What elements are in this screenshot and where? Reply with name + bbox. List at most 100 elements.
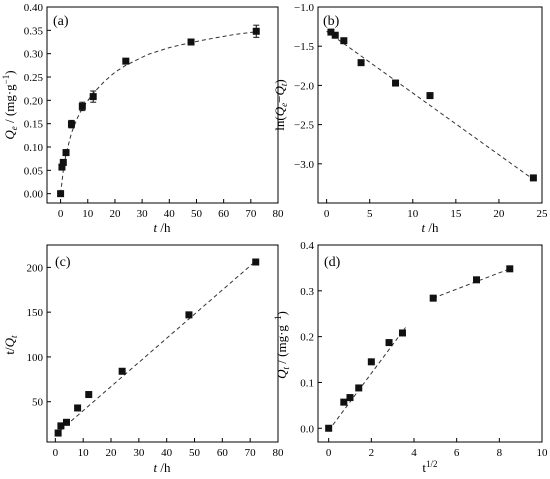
- x-tick-label: 70: [245, 447, 257, 459]
- data-point: [367, 358, 375, 366]
- x-tick-label: 30: [133, 447, 145, 459]
- x-tick-label: 50: [189, 447, 201, 459]
- y-tick-label: 0.2: [300, 332, 314, 344]
- data-point: [529, 174, 537, 182]
- x-tick-label: 4: [411, 447, 417, 459]
- data-point: [346, 394, 354, 402]
- x-tick-label: 40: [164, 208, 176, 220]
- y-axis-label-a: Qe / (mg·g−1): [1, 70, 19, 139]
- x-axis-label-a: t /h: [154, 220, 171, 235]
- y-tick-label: 0.15: [24, 119, 44, 131]
- y-tick-label: 0.1: [300, 377, 314, 389]
- y-tick-label: 0.25: [24, 72, 44, 84]
- panel-b: (b) 0 5 10 15 20 25−1.0−1.5−2.0−2.5−3.0 t /h …: [272, 2, 548, 235]
- x-tick-label: 10: [407, 208, 419, 220]
- data-point: [385, 339, 393, 347]
- y-tick-label: 150: [27, 307, 44, 319]
- fit-line: [54, 260, 257, 436]
- fit-line: [60, 31, 257, 194]
- x-tick-label: 6: [454, 447, 460, 459]
- y-tick-label: 0.40: [24, 2, 44, 14]
- x-tick-label: 20: [493, 208, 505, 220]
- x-tick-label: 10: [78, 447, 90, 459]
- data-point: [355, 384, 363, 392]
- y-tick-label: 0.10: [24, 142, 44, 154]
- fit-line: [328, 327, 406, 431]
- x-tick-label: 10: [82, 208, 94, 220]
- fit-line: [326, 30, 534, 180]
- data-point: [325, 424, 333, 432]
- x-tick-label: 8: [497, 447, 503, 459]
- x-tick-label: 80: [273, 208, 285, 220]
- fit-lines-d: [328, 268, 510, 431]
- data-point: [429, 294, 437, 302]
- fit-line: [433, 268, 510, 299]
- data-point: [54, 429, 62, 437]
- fit-curve-a: [60, 31, 257, 194]
- y-tick-label: 0.35: [24, 25, 44, 37]
- data-point: [58, 163, 66, 171]
- data-point: [62, 149, 70, 157]
- y-tick-label: −1.0: [294, 2, 314, 14]
- plot-frame-b: [317, 6, 543, 204]
- panel-label-d: (d): [324, 255, 341, 270]
- x-tick-label: 0: [53, 447, 59, 459]
- y-axis-label-d: Qt / (mg·g−1): [273, 311, 291, 379]
- x-axis-label-c: t /h: [154, 460, 171, 475]
- x-axis-label-d: t1/2: [422, 459, 437, 475]
- y-tick-label: −3.0: [294, 159, 314, 171]
- x-tick-label: 0: [326, 447, 332, 459]
- y-tick-label: −2.5: [294, 120, 314, 132]
- plot-frame-c: [46, 244, 279, 443]
- data-point: [252, 258, 260, 266]
- data-point: [57, 422, 65, 430]
- x-tick-label: 40: [161, 447, 173, 459]
- x-tick-label: 60: [218, 208, 230, 220]
- data-point: [118, 367, 126, 375]
- fit-line-b: [326, 30, 534, 180]
- panel-d: (d) 0 2 4 6 8 10 0.0 0.1 0.2 0.3 0.4 t1/2 Qt / (mg…: [273, 240, 548, 475]
- x-tick-label: 25: [537, 208, 549, 220]
- x-tick-label: 15: [450, 208, 462, 220]
- x-tick-label: 70: [245, 208, 257, 220]
- y-tick-label: 0.0: [300, 423, 314, 435]
- y-tick-label: −1.5: [294, 41, 314, 53]
- data-point: [85, 391, 93, 399]
- data-point: [426, 92, 434, 100]
- ticks-b: 0 5 10 15 20 25 −1.0 −1.5 −2.0 −2.5 −3.0: [294, 2, 548, 220]
- y-tick-label: 100: [27, 352, 44, 364]
- points-d: [325, 265, 514, 432]
- panel-label-b: (b): [323, 14, 340, 29]
- x-tick-label: 80: [273, 447, 285, 459]
- data-point: [331, 31, 339, 39]
- x-tick-label: 5: [367, 208, 373, 220]
- y-tick-label: 0.00: [24, 189, 44, 201]
- plot-frame-d: [317, 244, 543, 443]
- x-tick-label: 0: [58, 208, 64, 220]
- x-tick-label: 10: [537, 447, 549, 459]
- y-tick-label: 0.4: [300, 240, 314, 252]
- x-tick-label: 20: [109, 208, 121, 220]
- y-tick-label: 200: [27, 262, 44, 274]
- data-point: [252, 27, 260, 35]
- data-point: [473, 276, 481, 284]
- panel-a: (a) 0 10 20 30 40 50 60 70 80 0.00 0.05 0.10 0.15 0.2…: [1, 2, 284, 235]
- points-a: [57, 24, 260, 198]
- data-point: [187, 38, 195, 46]
- data-point: [392, 79, 400, 87]
- ticks-a: 0 10 20 30 40 50 60 70 80 0.00 0.05 0.10 0.15 0.20 0.2…: [24, 2, 284, 220]
- data-point: [357, 59, 365, 67]
- y-tick-label: 0.20: [24, 95, 44, 107]
- x-tick-label: 60: [217, 447, 229, 459]
- data-point: [59, 158, 67, 166]
- y-axis-label-b: ln(Qe−Qt): [272, 79, 289, 130]
- data-point: [67, 120, 75, 128]
- data-point: [122, 57, 130, 65]
- data-point: [74, 404, 82, 412]
- data-point: [62, 418, 70, 426]
- data-point: [340, 37, 348, 45]
- data-point: [506, 265, 514, 273]
- y-tick-label: 0.30: [24, 49, 44, 61]
- ticks-d: 0 2 4 6 8 10 0.0 0.1 0.2 0.3 0.4: [300, 240, 548, 459]
